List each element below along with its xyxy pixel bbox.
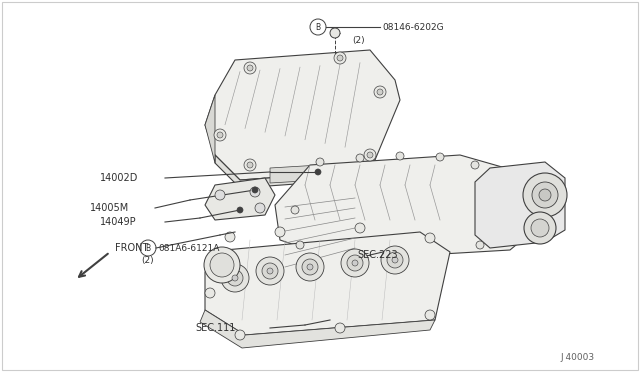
Circle shape bbox=[255, 203, 265, 213]
Circle shape bbox=[392, 257, 398, 263]
Circle shape bbox=[232, 275, 238, 281]
Circle shape bbox=[235, 330, 245, 340]
Text: 14005M: 14005M bbox=[90, 203, 129, 213]
Circle shape bbox=[315, 169, 321, 175]
Circle shape bbox=[367, 152, 373, 158]
Circle shape bbox=[341, 249, 369, 277]
Circle shape bbox=[215, 190, 225, 200]
Circle shape bbox=[217, 132, 223, 138]
Circle shape bbox=[347, 255, 363, 271]
Circle shape bbox=[256, 257, 284, 285]
Circle shape bbox=[337, 55, 343, 61]
Circle shape bbox=[471, 161, 479, 169]
Polygon shape bbox=[475, 162, 565, 248]
Circle shape bbox=[140, 240, 156, 256]
Circle shape bbox=[244, 159, 256, 171]
Circle shape bbox=[436, 153, 444, 161]
Text: 081A6-6121A: 081A6-6121A bbox=[158, 244, 220, 253]
Polygon shape bbox=[205, 232, 450, 335]
Circle shape bbox=[476, 241, 484, 249]
Circle shape bbox=[330, 28, 340, 38]
Circle shape bbox=[352, 260, 358, 266]
Text: (2): (2) bbox=[141, 256, 154, 264]
Circle shape bbox=[425, 233, 435, 243]
Circle shape bbox=[307, 264, 313, 270]
Polygon shape bbox=[205, 50, 400, 180]
Circle shape bbox=[296, 253, 324, 281]
Circle shape bbox=[387, 252, 403, 268]
Text: B: B bbox=[316, 22, 321, 32]
Text: (2): (2) bbox=[352, 35, 365, 45]
Text: 14002D: 14002D bbox=[100, 173, 138, 183]
Circle shape bbox=[227, 270, 243, 286]
Circle shape bbox=[291, 206, 299, 214]
Circle shape bbox=[296, 241, 304, 249]
Circle shape bbox=[247, 65, 253, 71]
Circle shape bbox=[252, 187, 258, 193]
Circle shape bbox=[539, 189, 551, 201]
Circle shape bbox=[247, 162, 253, 168]
Circle shape bbox=[204, 247, 240, 283]
Circle shape bbox=[425, 310, 435, 320]
Polygon shape bbox=[215, 155, 375, 188]
Circle shape bbox=[210, 253, 234, 277]
Circle shape bbox=[396, 152, 404, 160]
Circle shape bbox=[267, 268, 273, 274]
Circle shape bbox=[244, 62, 256, 74]
Circle shape bbox=[377, 89, 383, 95]
Circle shape bbox=[524, 212, 556, 244]
Circle shape bbox=[523, 173, 567, 217]
Circle shape bbox=[531, 219, 549, 237]
Text: SEC.111: SEC.111 bbox=[195, 323, 236, 333]
Text: 08146-6202G: 08146-6202G bbox=[382, 22, 444, 32]
Circle shape bbox=[302, 259, 318, 275]
Circle shape bbox=[225, 232, 235, 242]
Circle shape bbox=[532, 182, 558, 208]
Circle shape bbox=[334, 52, 346, 64]
Circle shape bbox=[250, 187, 260, 197]
Polygon shape bbox=[200, 310, 435, 348]
Circle shape bbox=[374, 86, 386, 98]
Polygon shape bbox=[270, 165, 320, 183]
Circle shape bbox=[316, 158, 324, 166]
Circle shape bbox=[275, 227, 285, 237]
Circle shape bbox=[221, 264, 249, 292]
Circle shape bbox=[364, 149, 376, 161]
Polygon shape bbox=[275, 155, 540, 260]
Circle shape bbox=[214, 129, 226, 141]
Circle shape bbox=[310, 19, 326, 35]
Text: SEC.223: SEC.223 bbox=[357, 250, 397, 260]
Circle shape bbox=[237, 207, 243, 213]
Text: FRONT: FRONT bbox=[115, 243, 148, 253]
Text: B: B bbox=[145, 244, 150, 253]
Text: 14049P: 14049P bbox=[100, 217, 136, 227]
Circle shape bbox=[335, 323, 345, 333]
Polygon shape bbox=[205, 178, 275, 220]
Text: J 40003: J 40003 bbox=[560, 353, 594, 362]
Circle shape bbox=[356, 154, 364, 162]
Circle shape bbox=[262, 263, 278, 279]
Circle shape bbox=[355, 223, 365, 233]
Polygon shape bbox=[205, 95, 215, 163]
Circle shape bbox=[205, 288, 215, 298]
Circle shape bbox=[381, 246, 409, 274]
